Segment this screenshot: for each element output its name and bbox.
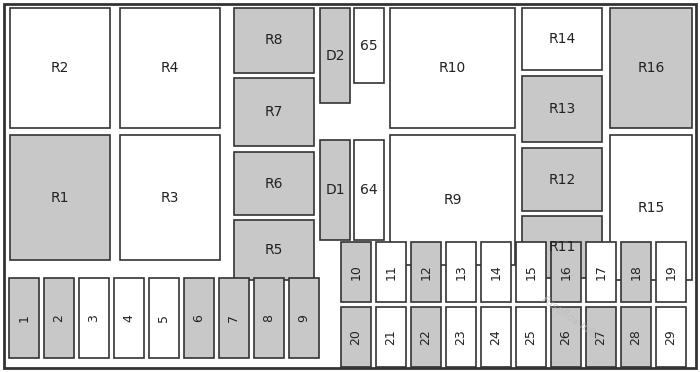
Text: 23: 23 (454, 329, 468, 345)
Bar (586, 242, 616, 302)
Bar (184, 278, 214, 358)
Bar (341, 242, 371, 302)
Text: 65: 65 (360, 38, 378, 52)
Text: 28: 28 (629, 329, 643, 345)
Text: 10: 10 (349, 264, 363, 280)
Text: R12: R12 (548, 173, 575, 186)
Bar (446, 307, 476, 367)
Bar (289, 278, 319, 358)
Text: 20: 20 (349, 329, 363, 345)
Bar (390, 8, 515, 128)
Text: R7: R7 (265, 105, 284, 119)
Bar (234, 152, 314, 215)
Text: 27: 27 (594, 329, 608, 345)
Text: R3: R3 (161, 190, 179, 205)
Text: R6: R6 (265, 176, 284, 190)
Text: D2: D2 (326, 48, 344, 62)
Bar (621, 242, 651, 302)
Bar (234, 220, 314, 280)
Text: R8: R8 (265, 33, 284, 48)
Text: 26: 26 (559, 329, 573, 345)
Text: R15: R15 (638, 201, 664, 215)
Bar (234, 8, 314, 73)
Text: 16: 16 (559, 264, 573, 280)
Bar (551, 242, 581, 302)
Text: R1: R1 (50, 190, 69, 205)
Bar (522, 8, 602, 70)
Text: R2: R2 (51, 61, 69, 75)
Bar (149, 278, 179, 358)
Text: 12: 12 (419, 264, 433, 280)
Text: 18: 18 (629, 264, 643, 280)
Text: 6: 6 (193, 314, 206, 322)
Text: R10: R10 (439, 61, 466, 75)
Text: 1: 1 (18, 314, 31, 322)
Bar (219, 278, 249, 358)
Bar (481, 307, 511, 367)
Text: 64: 64 (360, 183, 378, 197)
Bar (120, 135, 220, 260)
Text: 22: 22 (419, 329, 433, 345)
Bar (79, 278, 109, 358)
Bar (522, 148, 602, 211)
Text: 19: 19 (664, 264, 678, 280)
Bar (411, 307, 441, 367)
Bar (234, 78, 314, 146)
Bar (10, 8, 110, 128)
Bar (390, 135, 515, 265)
Bar (446, 242, 476, 302)
Text: 13: 13 (454, 264, 468, 280)
Bar (376, 242, 406, 302)
Bar (114, 278, 144, 358)
Text: FuseBox.Info: FuseBox.Info (540, 295, 600, 341)
Text: R16: R16 (637, 61, 665, 75)
Bar (610, 135, 692, 280)
Bar (516, 307, 546, 367)
Bar (516, 242, 546, 302)
Text: 21: 21 (384, 329, 398, 345)
Text: 11: 11 (384, 264, 398, 280)
Text: R9: R9 (443, 193, 462, 207)
Bar (10, 135, 110, 260)
Text: R5: R5 (265, 243, 284, 257)
Text: 15: 15 (524, 264, 538, 280)
Text: 25: 25 (524, 329, 538, 345)
Text: 8: 8 (262, 314, 276, 322)
Text: R14: R14 (548, 32, 575, 46)
Bar (522, 76, 602, 142)
Text: 4: 4 (122, 314, 136, 322)
Bar (481, 242, 511, 302)
Text: 5: 5 (158, 314, 171, 322)
Bar (586, 307, 616, 367)
Text: 9: 9 (298, 314, 311, 322)
Text: D1: D1 (326, 183, 345, 197)
Text: 29: 29 (664, 329, 678, 345)
Text: R11: R11 (548, 240, 575, 254)
Bar (320, 8, 350, 103)
Bar (610, 8, 692, 128)
Bar (254, 278, 284, 358)
Bar (354, 8, 384, 83)
Bar (9, 278, 39, 358)
Bar (656, 242, 686, 302)
Bar (411, 242, 441, 302)
Text: R4: R4 (161, 61, 179, 75)
Text: 24: 24 (489, 329, 503, 345)
Bar (320, 140, 350, 240)
Bar (376, 307, 406, 367)
Bar (44, 278, 74, 358)
Bar (656, 307, 686, 367)
Bar (354, 140, 384, 240)
Text: 3: 3 (88, 314, 101, 322)
Text: 17: 17 (594, 264, 608, 280)
Bar (551, 307, 581, 367)
Bar (621, 307, 651, 367)
Text: R13: R13 (548, 102, 575, 116)
Bar (341, 307, 371, 367)
Text: 7: 7 (228, 314, 241, 322)
Text: 14: 14 (489, 264, 503, 280)
Text: 2: 2 (52, 314, 66, 322)
Bar (120, 8, 220, 128)
Bar (522, 216, 602, 278)
